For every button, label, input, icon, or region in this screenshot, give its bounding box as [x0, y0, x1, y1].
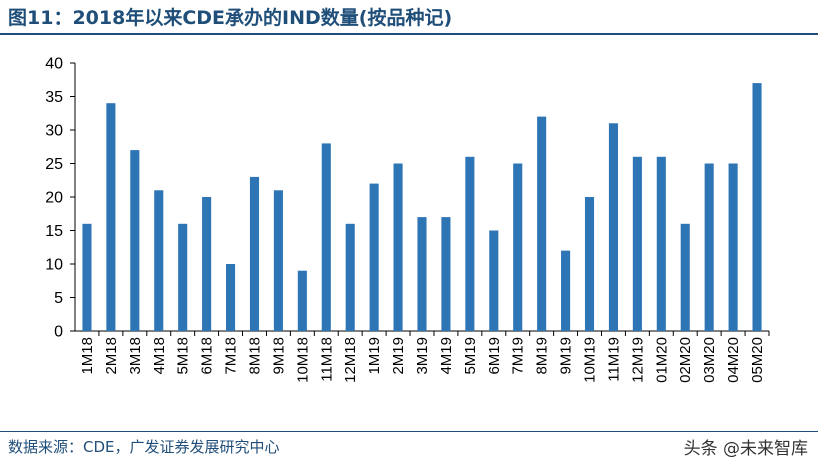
bar-3M18	[130, 150, 140, 331]
bar-10M19	[584, 197, 595, 331]
y-tick-label: 35	[45, 89, 63, 106]
bar-6M18	[202, 197, 212, 331]
footer-divider	[0, 431, 818, 432]
bar-5M18	[178, 223, 188, 331]
x-tick-label: 1M18	[79, 337, 96, 375]
x-tick-label: 7M19	[510, 337, 527, 375]
bar-8M19	[537, 116, 547, 331]
bar-6M19	[489, 230, 499, 331]
x-tick-label: 2M18	[103, 337, 120, 375]
bar-chart: 0 5 10 15 20 25 30 35 40 1M18 2M18 3M18 4M18 5M18 6M1…	[45, 56, 770, 383]
y-tick-label: 0	[54, 324, 63, 341]
x-tick-label: 5M19	[462, 337, 479, 375]
x-tick-label: 2M19	[390, 337, 407, 375]
x-tick-label: 3M19	[414, 337, 431, 375]
x-tick-label: 6M18	[199, 337, 216, 375]
chart-bars	[82, 83, 762, 331]
x-tick-label: 7M18	[223, 337, 240, 375]
bar-05M20	[752, 83, 762, 331]
x-tick-label: 03M20	[701, 337, 718, 383]
bar-1M18	[82, 223, 92, 331]
watermark: 头条 @未来智库	[683, 439, 808, 459]
bar-5M19	[465, 156, 475, 331]
x-tick-label: 1M19	[366, 337, 383, 375]
x-tick-label: 05M20	[749, 337, 766, 383]
bar-04M20	[728, 163, 738, 331]
y-axis-labels: 0 5 10 15 20 25 30 35 40	[45, 56, 63, 341]
source-note: 数据来源：CDE，广发证券发展研究中心	[8, 438, 280, 456]
x-tick-label: 8M19	[534, 337, 551, 375]
x-tick-label: 5M18	[175, 337, 192, 375]
bar-7M18	[226, 264, 236, 331]
x-axis-labels: 1M18 2M18 3M18 4M18 5M18 6M18 7M18 8M18 9M18 10M1…	[79, 337, 766, 383]
x-tick-label: 11M19	[605, 337, 622, 382]
bar-12M18	[345, 223, 355, 331]
x-tick-label: 6M19	[486, 337, 503, 375]
y-tick-label: 20	[45, 190, 63, 207]
bar-2M18	[106, 103, 116, 331]
y-tick-label: 40	[45, 56, 63, 73]
bar-02M20	[680, 223, 690, 331]
bar-8M18	[249, 176, 260, 331]
bar-11M18	[321, 143, 331, 331]
bar-4M18	[154, 190, 164, 331]
x-tick-label: 3M18	[127, 337, 144, 375]
chart-title: 图11：2018年以来CDE承办的IND数量(按品种记)	[8, 7, 453, 29]
bar-03M20	[704, 163, 714, 331]
x-tick-label: 8M18	[246, 337, 263, 375]
bar-9M19	[561, 250, 571, 331]
x-tick-label: 04M20	[725, 337, 742, 383]
y-tick-label: 25	[45, 156, 63, 173]
bar-7M19	[513, 163, 523, 331]
y-tick-label: 5	[54, 290, 63, 307]
y-tick-label: 10	[45, 257, 63, 274]
y-tick-label: 15	[45, 223, 63, 240]
title-divider	[0, 33, 818, 35]
x-tick-label: 01M20	[653, 337, 670, 383]
x-tick-label: 02M20	[677, 337, 694, 383]
bar-9M18	[273, 190, 283, 331]
x-tick-label: 12M18	[342, 337, 359, 383]
x-tick-label: 4M19	[438, 337, 455, 375]
x-tick-label: 11M18	[318, 337, 335, 382]
x-tick-label: 4M18	[151, 337, 168, 375]
bar-01M20	[656, 156, 666, 331]
y-tick-label: 30	[45, 123, 63, 140]
x-tick-label: 12M19	[629, 337, 646, 383]
bar-4M19	[441, 217, 451, 331]
bar-3M19	[417, 217, 427, 331]
bar-1M19	[369, 183, 379, 331]
x-tick-label: 10M19	[582, 337, 599, 383]
bar-12M19	[632, 156, 642, 331]
x-tick-label: 9M18	[270, 337, 287, 375]
bar-2M19	[393, 163, 403, 331]
bar-10M18	[297, 270, 307, 331]
bar-11M19	[608, 123, 618, 331]
x-tick-label: 9M19	[558, 337, 575, 375]
x-tick-label: 10M18	[294, 337, 311, 383]
